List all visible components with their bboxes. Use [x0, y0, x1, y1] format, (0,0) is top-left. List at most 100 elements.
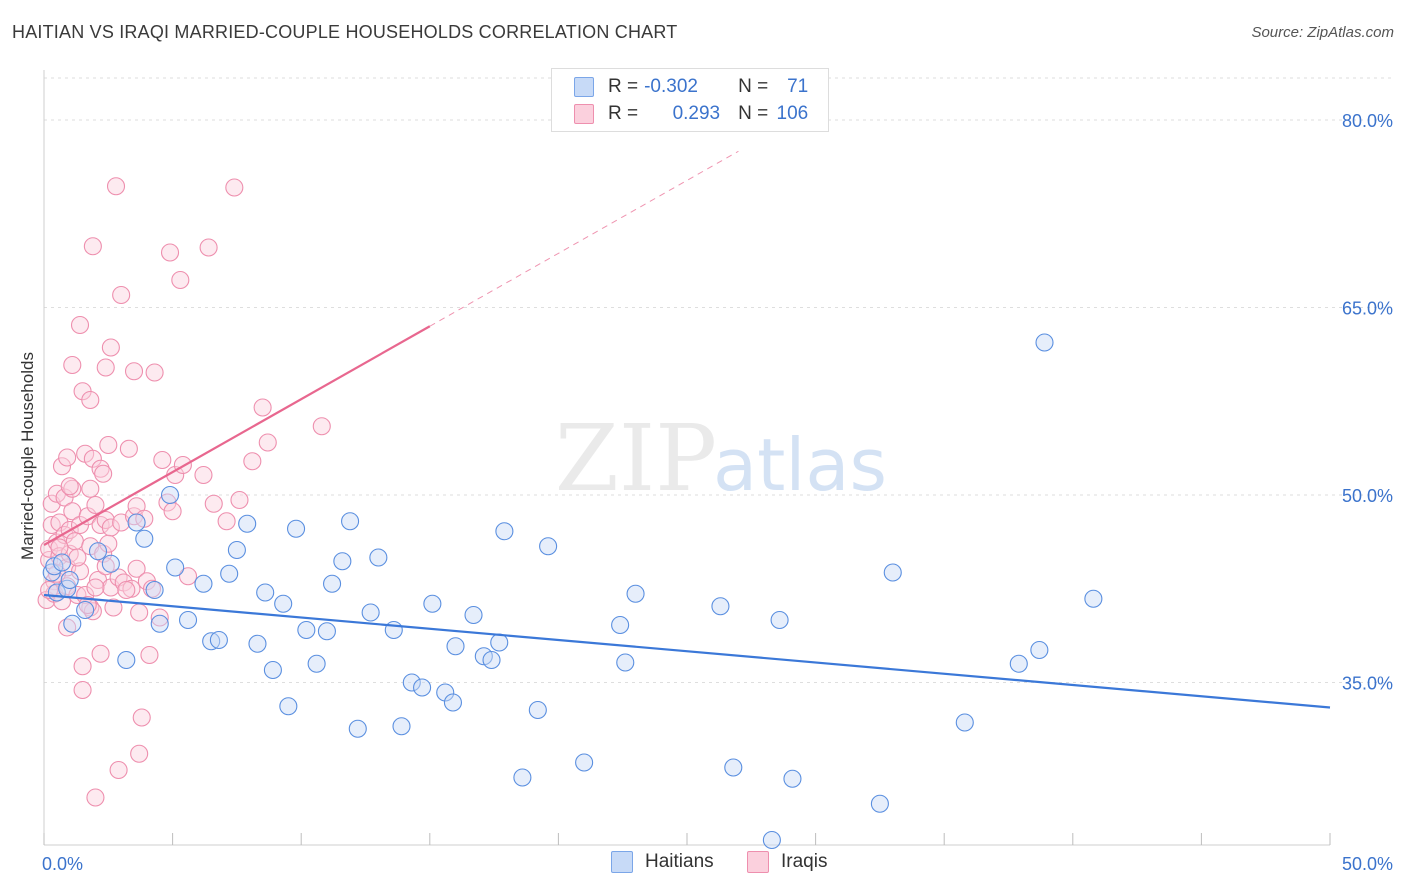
trendline-iraqis: [43, 325, 431, 546]
iraqis-point: [124, 362, 144, 381]
haitians-point: [256, 583, 275, 602]
iraqis-point: [99, 435, 118, 455]
haitians-point: [101, 554, 120, 573]
iraqis-point: [86, 578, 105, 597]
haitians-swatch: [574, 77, 594, 97]
iraqis-point: [217, 512, 236, 531]
series-haitians: [42, 333, 1103, 850]
y-axis-label: Married-couple Households: [18, 352, 37, 560]
haitians-point: [63, 614, 82, 633]
haitians-n-label: N =: [738, 76, 769, 97]
iraqis-point: [83, 237, 102, 256]
haitians-point: [220, 564, 239, 583]
iraqis-point: [106, 177, 126, 196]
axes: [43, 70, 1331, 846]
haitians-point: [60, 570, 79, 590]
iraqis-point: [312, 417, 331, 436]
haitians-point: [150, 614, 169, 633]
haitians-point: [52, 553, 72, 572]
haitians-point: [490, 633, 509, 652]
haitians-point: [495, 522, 514, 541]
haitians-point: [1009, 654, 1028, 673]
y-tick-label: 65.0%: [1342, 299, 1393, 319]
correlation-legend: R = -0.302 N = 71 R = 0.293 N = 106: [551, 68, 829, 132]
series-iraqis: [37, 177, 331, 807]
iraqis-point: [94, 464, 113, 483]
iraqis-point: [112, 285, 131, 305]
iraqis-point: [70, 315, 90, 335]
iraqis-point: [68, 548, 87, 567]
haitians-point: [333, 552, 352, 571]
iraqis-point: [158, 493, 177, 512]
iraqis-point: [81, 390, 100, 410]
iraqis-point: [83, 449, 102, 468]
iraqis-point: [91, 459, 110, 478]
haitians-point: [762, 830, 781, 850]
haitians-point: [443, 693, 462, 712]
haitians-point: [369, 548, 388, 567]
iraqis-point: [86, 495, 105, 515]
watermark-zip: ZIP: [555, 405, 717, 512]
haitians-point: [955, 713, 974, 732]
iraqis-point: [81, 479, 100, 498]
iraqis-point: [109, 760, 128, 780]
iraqis-point: [258, 433, 277, 452]
haitians-legend-label: Haitians: [645, 851, 714, 872]
haitians-legend-swatch: [611, 851, 633, 873]
iraqis-point: [99, 534, 118, 553]
iraqis-point: [60, 477, 79, 496]
haitians-point: [238, 514, 257, 533]
y-tick-label: 80.0%: [1342, 111, 1393, 131]
iraqis-n-label: N =: [738, 103, 769, 124]
iraqis-legend-label: Iraqis: [781, 851, 828, 872]
haitians-point: [770, 610, 789, 630]
trendlines: [43, 150, 1331, 709]
legend-item-iraqis[interactable]: Iraqis: [747, 851, 827, 873]
haitians-point: [402, 673, 421, 692]
iraqis-r-value: 0.293: [672, 103, 721, 124]
haitians-point: [575, 753, 594, 772]
haitians-point: [323, 574, 342, 593]
haitians-point: [227, 540, 246, 560]
iraqis-point: [130, 744, 149, 763]
iraqis-point: [52, 457, 72, 476]
iraqis-point: [63, 479, 82, 498]
iraqis-point: [119, 439, 138, 458]
trendline-iraqis-extension: [429, 150, 739, 327]
gridlines: [44, 77, 1395, 683]
haitians-point: [436, 683, 455, 702]
haitians-point: [513, 768, 532, 787]
haitians-n-value: 71: [787, 76, 809, 97]
haitians-point: [279, 697, 298, 716]
legend-row-iraqis: R = 0.293 N = 106: [574, 101, 808, 127]
haitians-point: [287, 519, 306, 538]
haitians-point: [1084, 589, 1103, 608]
iraqis-point: [140, 645, 159, 665]
iraqis-point: [225, 178, 244, 197]
haitians-point: [528, 700, 547, 720]
iraqis-point: [127, 559, 146, 578]
haitians-point: [307, 654, 326, 673]
legend-item-haitians[interactable]: Haitians: [611, 851, 714, 873]
haitians-point: [392, 717, 411, 736]
haitians-point: [145, 580, 164, 600]
haitians-point: [317, 622, 336, 641]
x-tick-label: 0.0%: [42, 854, 83, 874]
haitians-point: [117, 650, 136, 670]
iraqis-point: [132, 708, 151, 727]
iraqis-point: [204, 494, 223, 513]
iraqis-point: [194, 465, 213, 485]
haitians-point: [348, 719, 367, 738]
haitians-point: [297, 620, 316, 640]
haitians-point: [423, 594, 442, 613]
haitians-point: [883, 563, 902, 582]
haitians-r-value: -0.302: [644, 76, 698, 97]
haitians-point: [202, 632, 221, 651]
haitians-point: [341, 512, 360, 531]
iraqis-point: [101, 338, 120, 357]
haitians-point: [1035, 333, 1054, 352]
haitians-point: [482, 650, 501, 670]
haitians-point: [127, 513, 146, 532]
tick-labels: 80.0% 65.0% 50.0% 35.0% 0.0% 50.0%: [42, 111, 1393, 874]
iraqis-point: [65, 532, 84, 551]
